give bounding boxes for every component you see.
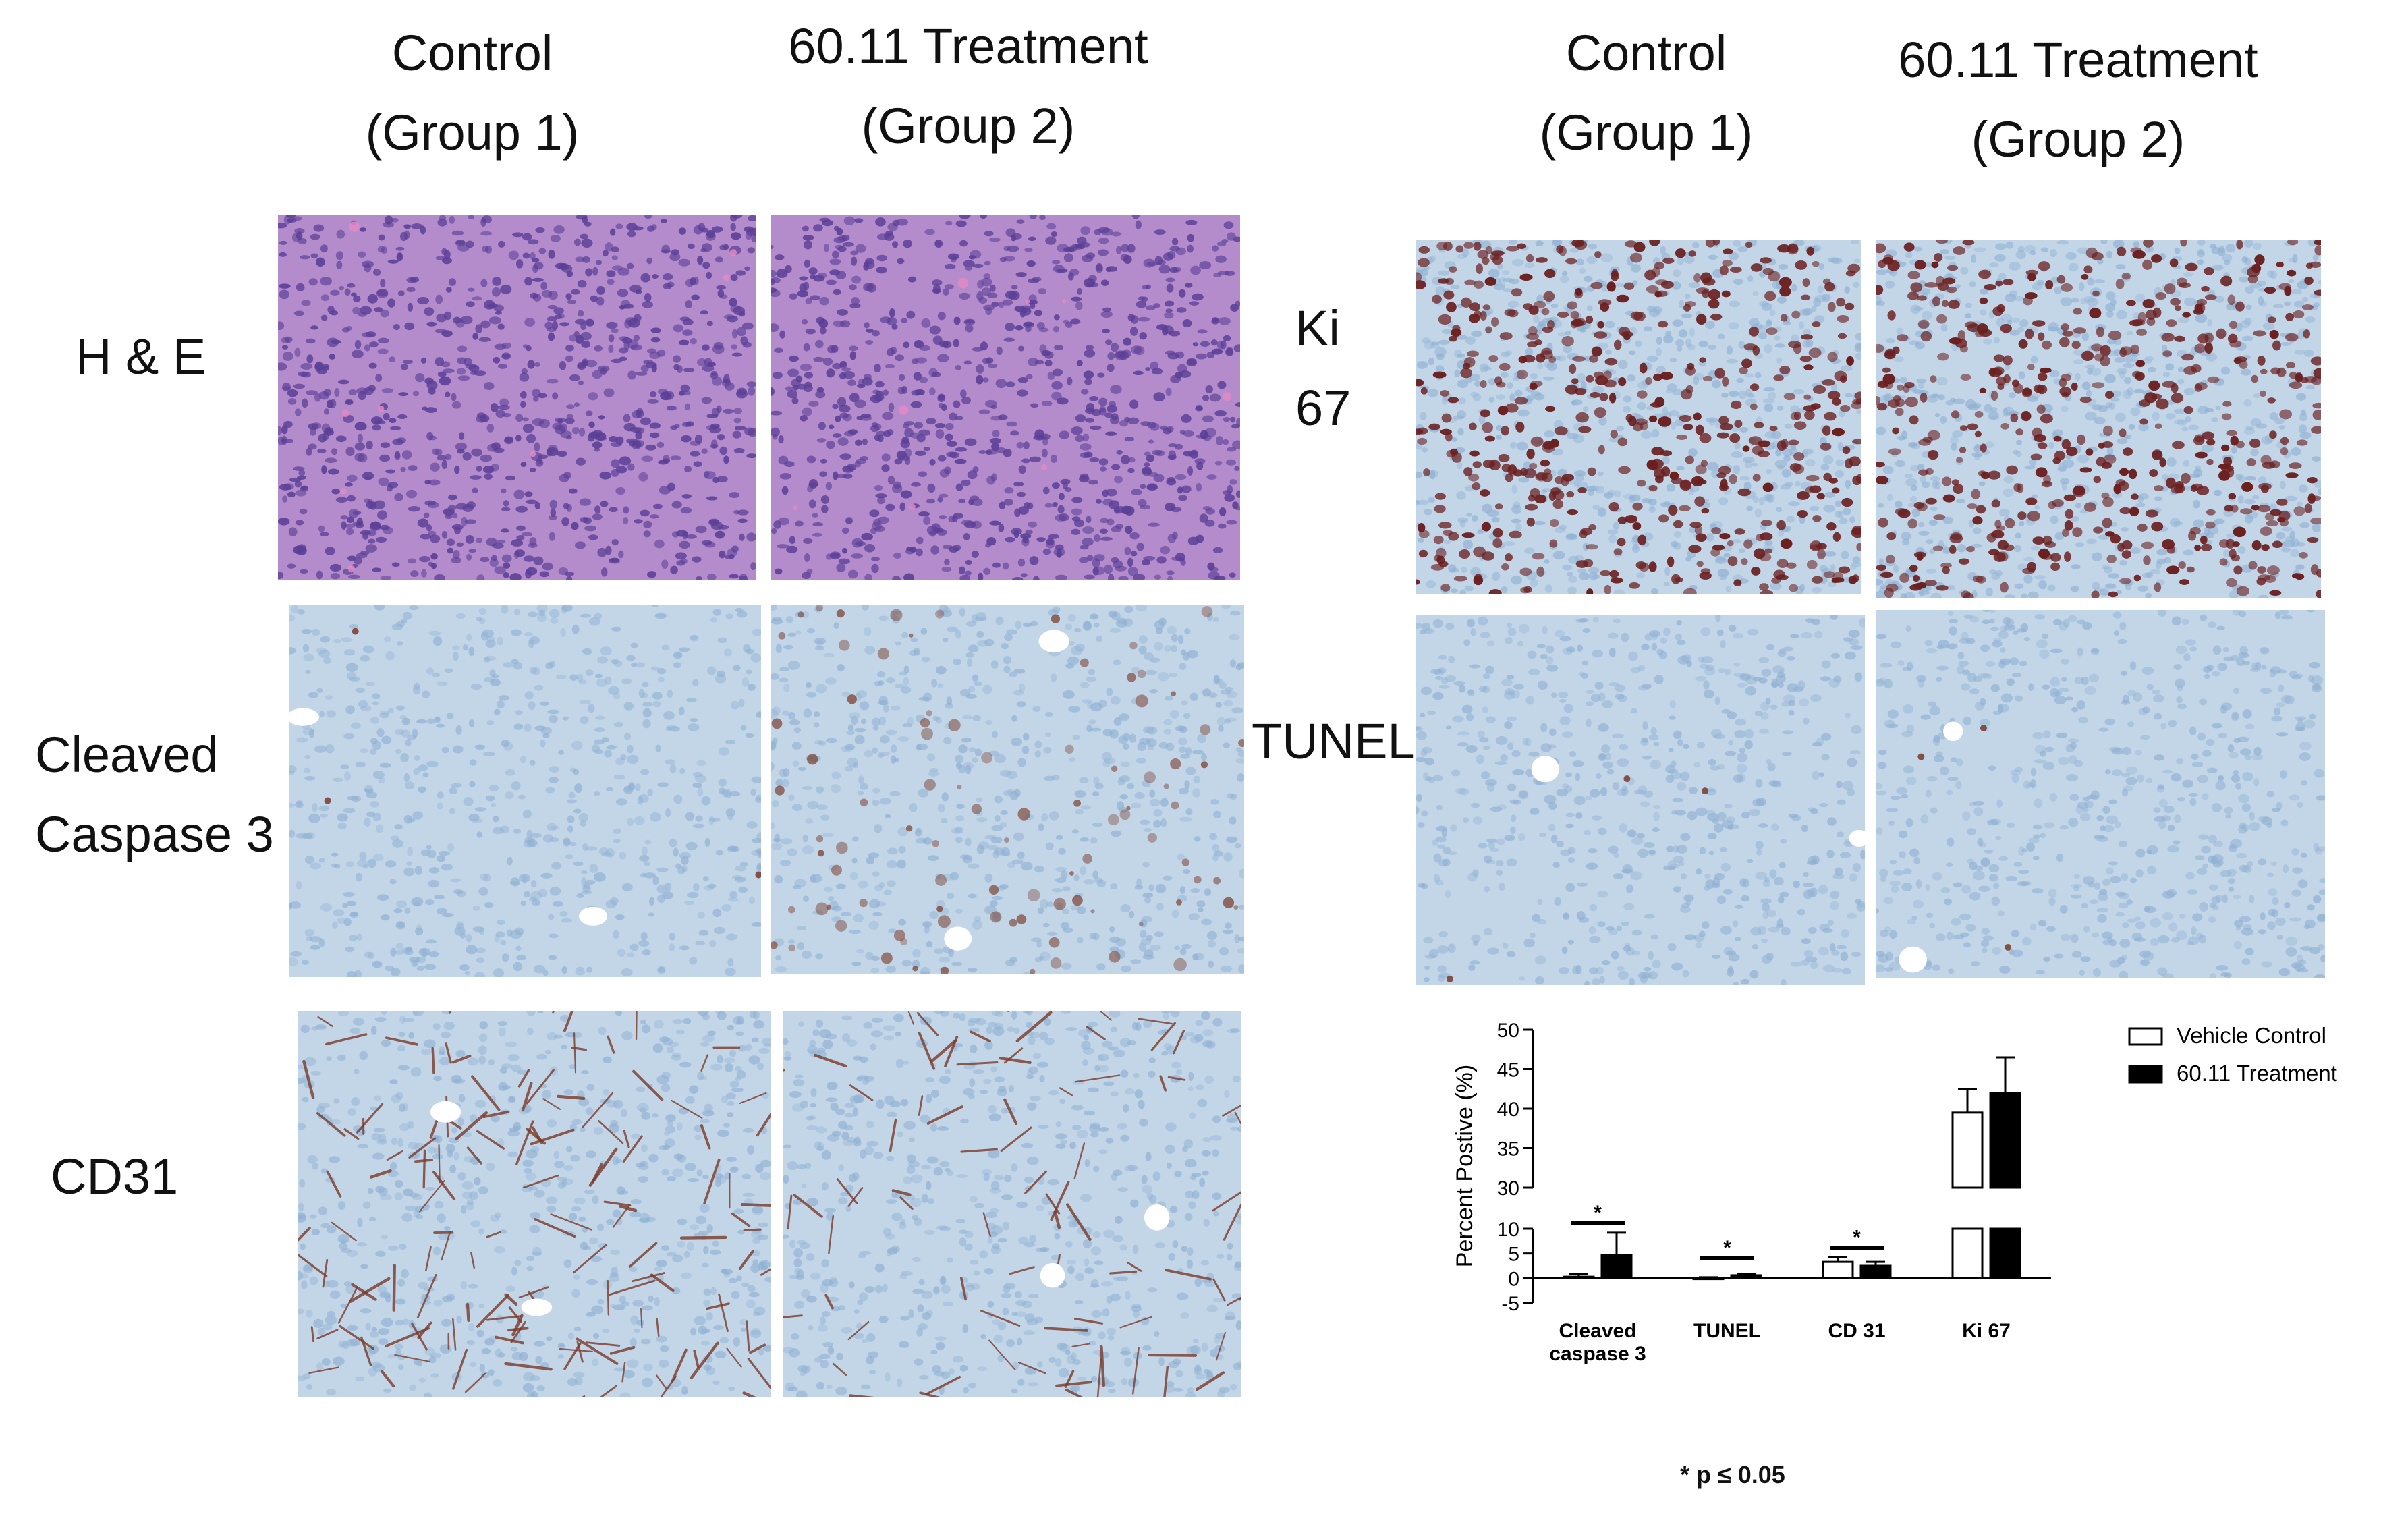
bar	[1730, 1274, 1762, 1279]
bar	[1822, 1260, 1854, 1279]
y-tick-label: 50	[1497, 1020, 1519, 1042]
y-tick-label: 45	[1497, 1059, 1519, 1082]
left-col-header-treatment: 60.11 Treatment (Group 2)	[756, 7, 1181, 166]
row-label-cc3-line2: Caspase 3	[35, 806, 274, 862]
micrograph-he-control	[278, 215, 756, 580]
x-category-label: TUNEL	[1693, 1320, 1761, 1342]
right-col-header-control: Control (Group 1)	[1484, 13, 1808, 173]
footnote-significance: * p ≤ 0.05	[1680, 1461, 1785, 1489]
y-tick-label: 40	[1497, 1099, 1519, 1121]
bar-chart-svg: -5 05 10 30 35 40 45 50 Percent Postive (%) Cleav…	[1452, 1020, 2337, 1365]
row-label-cc3-line1: Cleaved	[35, 727, 219, 783]
row-label-tunel-line1: TUNEL	[1252, 713, 1416, 769]
row-label-he: H & E	[76, 317, 206, 397]
bar	[1951, 1111, 1984, 1189]
legend-label: 60.11 Treatment	[2177, 1061, 2337, 1086]
bar-chart-percent-positive: -5 0 5 10 30 35 40 45 50 Percent Postive (%) Cleav…	[1410, 1005, 2395, 1383]
y-axis-label: Percent Postive (%)	[1452, 1065, 1478, 1267]
significance-marker: *	[1594, 1202, 1602, 1224]
bar-lower	[1989, 1227, 2021, 1279]
row-label-cleaved-caspase-3: Cleaved Caspase 3	[35, 715, 274, 874]
y-tick-label: 10	[1497, 1219, 1519, 1241]
micrograph-tunel-control	[1416, 615, 1865, 985]
legend-label: Vehicle Control	[2177, 1023, 2326, 1048]
right-col-header-treatment-line2: (Group 2)	[1971, 111, 2185, 167]
bar	[1989, 1092, 2021, 1189]
significance-marker: *	[1723, 1237, 1731, 1259]
legend-swatch	[2128, 1027, 2163, 1046]
micrograph-ki67-control	[1416, 240, 1861, 594]
left-col-header-control-line2: (Group 1)	[365, 105, 580, 161]
y-tick-label: 30	[1497, 1177, 1519, 1200]
legend-swatch	[2128, 1065, 2163, 1084]
micrograph-tunel-treatment	[1876, 610, 2325, 978]
left-col-header-control: Control (Group 1)	[310, 13, 634, 173]
bar	[1563, 1275, 1595, 1279]
row-label-cd31: CD31	[51, 1137, 178, 1217]
micrograph-cleaved-caspase-3-treatment	[771, 605, 1244, 974]
micrograph-he-treatment	[771, 215, 1240, 580]
x-category-label: CD 31	[1828, 1320, 1885, 1342]
left-col-header-treatment-line1: 60.11 Treatment	[788, 18, 1148, 74]
micrograph-ki67-treatment	[1876, 240, 2321, 598]
row-label-ki67-line1: Ki	[1295, 300, 1340, 356]
y-tick-label: 35	[1497, 1138, 1519, 1161]
micrograph-cleaved-caspase-3-control	[289, 605, 761, 977]
significance-marker: *	[1853, 1227, 1861, 1249]
row-label-ki67-line2: 67	[1295, 380, 1351, 436]
x-category-label: Ki 67	[1962, 1320, 2011, 1342]
row-label-he-line1: H & E	[76, 329, 206, 385]
y-tick-label: 0	[1508, 1268, 1519, 1290]
micrograph-cd31-treatment	[783, 1011, 1241, 1397]
bar-lower	[1951, 1227, 1984, 1279]
right-col-header-treatment-line1: 60.11 Treatment	[1898, 32, 2258, 88]
right-col-header-control-line2: (Group 1)	[1539, 105, 1754, 161]
x-category-label: Cleaved	[1559, 1320, 1636, 1342]
y-tick-label: 5	[1508, 1244, 1519, 1266]
micrograph-cd31-control	[298, 1011, 771, 1397]
left-col-header-control-line1: Control	[391, 25, 553, 81]
bar	[1859, 1264, 1892, 1279]
row-label-cd31-line1: CD31	[51, 1148, 179, 1204]
bar	[1600, 1254, 1633, 1279]
row-label-ki67: Ki 67	[1295, 289, 1351, 448]
right-col-header-control-line1: Control	[1565, 25, 1727, 81]
y-tick-label: -5	[1501, 1293, 1519, 1315]
x-category-label: caspase 3	[1549, 1343, 1646, 1365]
row-label-tunel: TUNEL	[1252, 702, 1416, 781]
left-col-header-treatment-line2: (Group 2)	[861, 98, 1075, 154]
right-col-header-treatment: 60.11 Treatment (Group 2)	[1866, 20, 2291, 179]
